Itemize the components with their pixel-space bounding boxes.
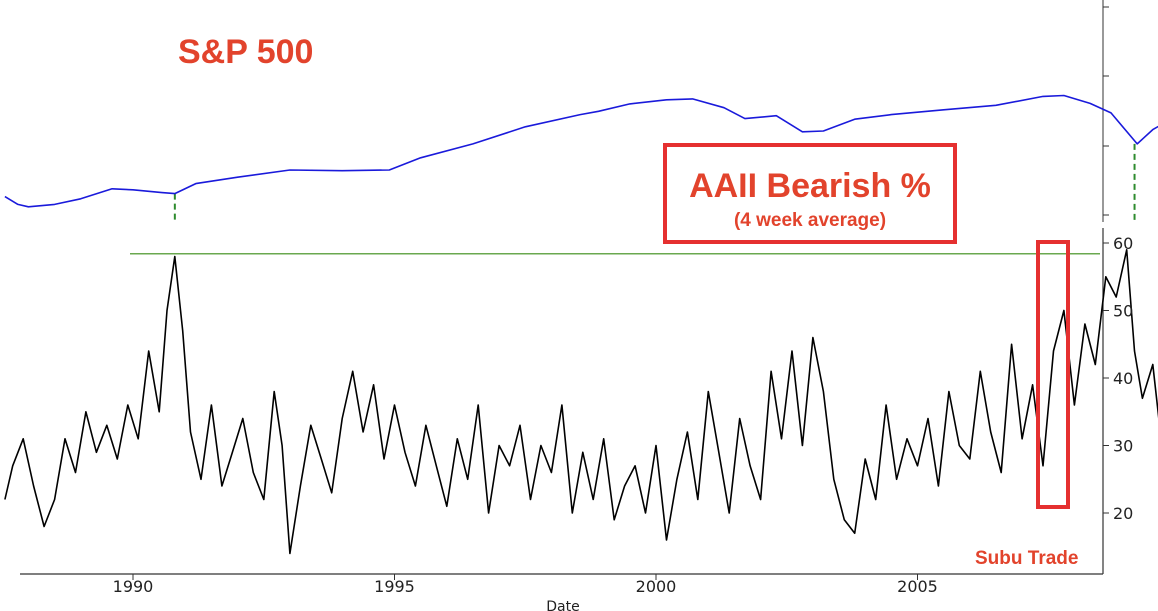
bearish-panel: Date 19901995200020052010201520202025203…: [4, 228, 1158, 611]
x-tick-label: 1995: [374, 577, 415, 596]
credit-label: Subu Trade: [975, 548, 1079, 569]
y-tick-label: 30: [1113, 437, 1133, 456]
latest-spike-highlight: [1036, 240, 1070, 509]
aaii-title-box: AAII Bearish % (4 week average): [663, 143, 957, 244]
reference-layer: [130, 143, 1136, 255]
sp500-panel: [4, 0, 1158, 222]
x-tick-label: 2005: [897, 577, 938, 596]
bearish-line: [4, 249, 1158, 555]
sp500-title: S&P 500: [178, 33, 314, 71]
y-tick-label: 40: [1113, 369, 1133, 388]
aaii-subtitle: (4 week average): [733, 210, 887, 231]
y-tick-label: 60: [1113, 234, 1133, 253]
highlight-layer: [1036, 240, 1070, 509]
x-axis-title: Date: [546, 599, 579, 611]
aaii-title: AAII Bearish %: [689, 167, 931, 205]
sp500-line: [4, 94, 1158, 208]
y-tick-label: 50: [1113, 302, 1133, 321]
y-tick-label: 20: [1113, 504, 1133, 523]
x-tick-label: 1990: [113, 577, 154, 596]
x-tick-label: 2000: [636, 577, 677, 596]
